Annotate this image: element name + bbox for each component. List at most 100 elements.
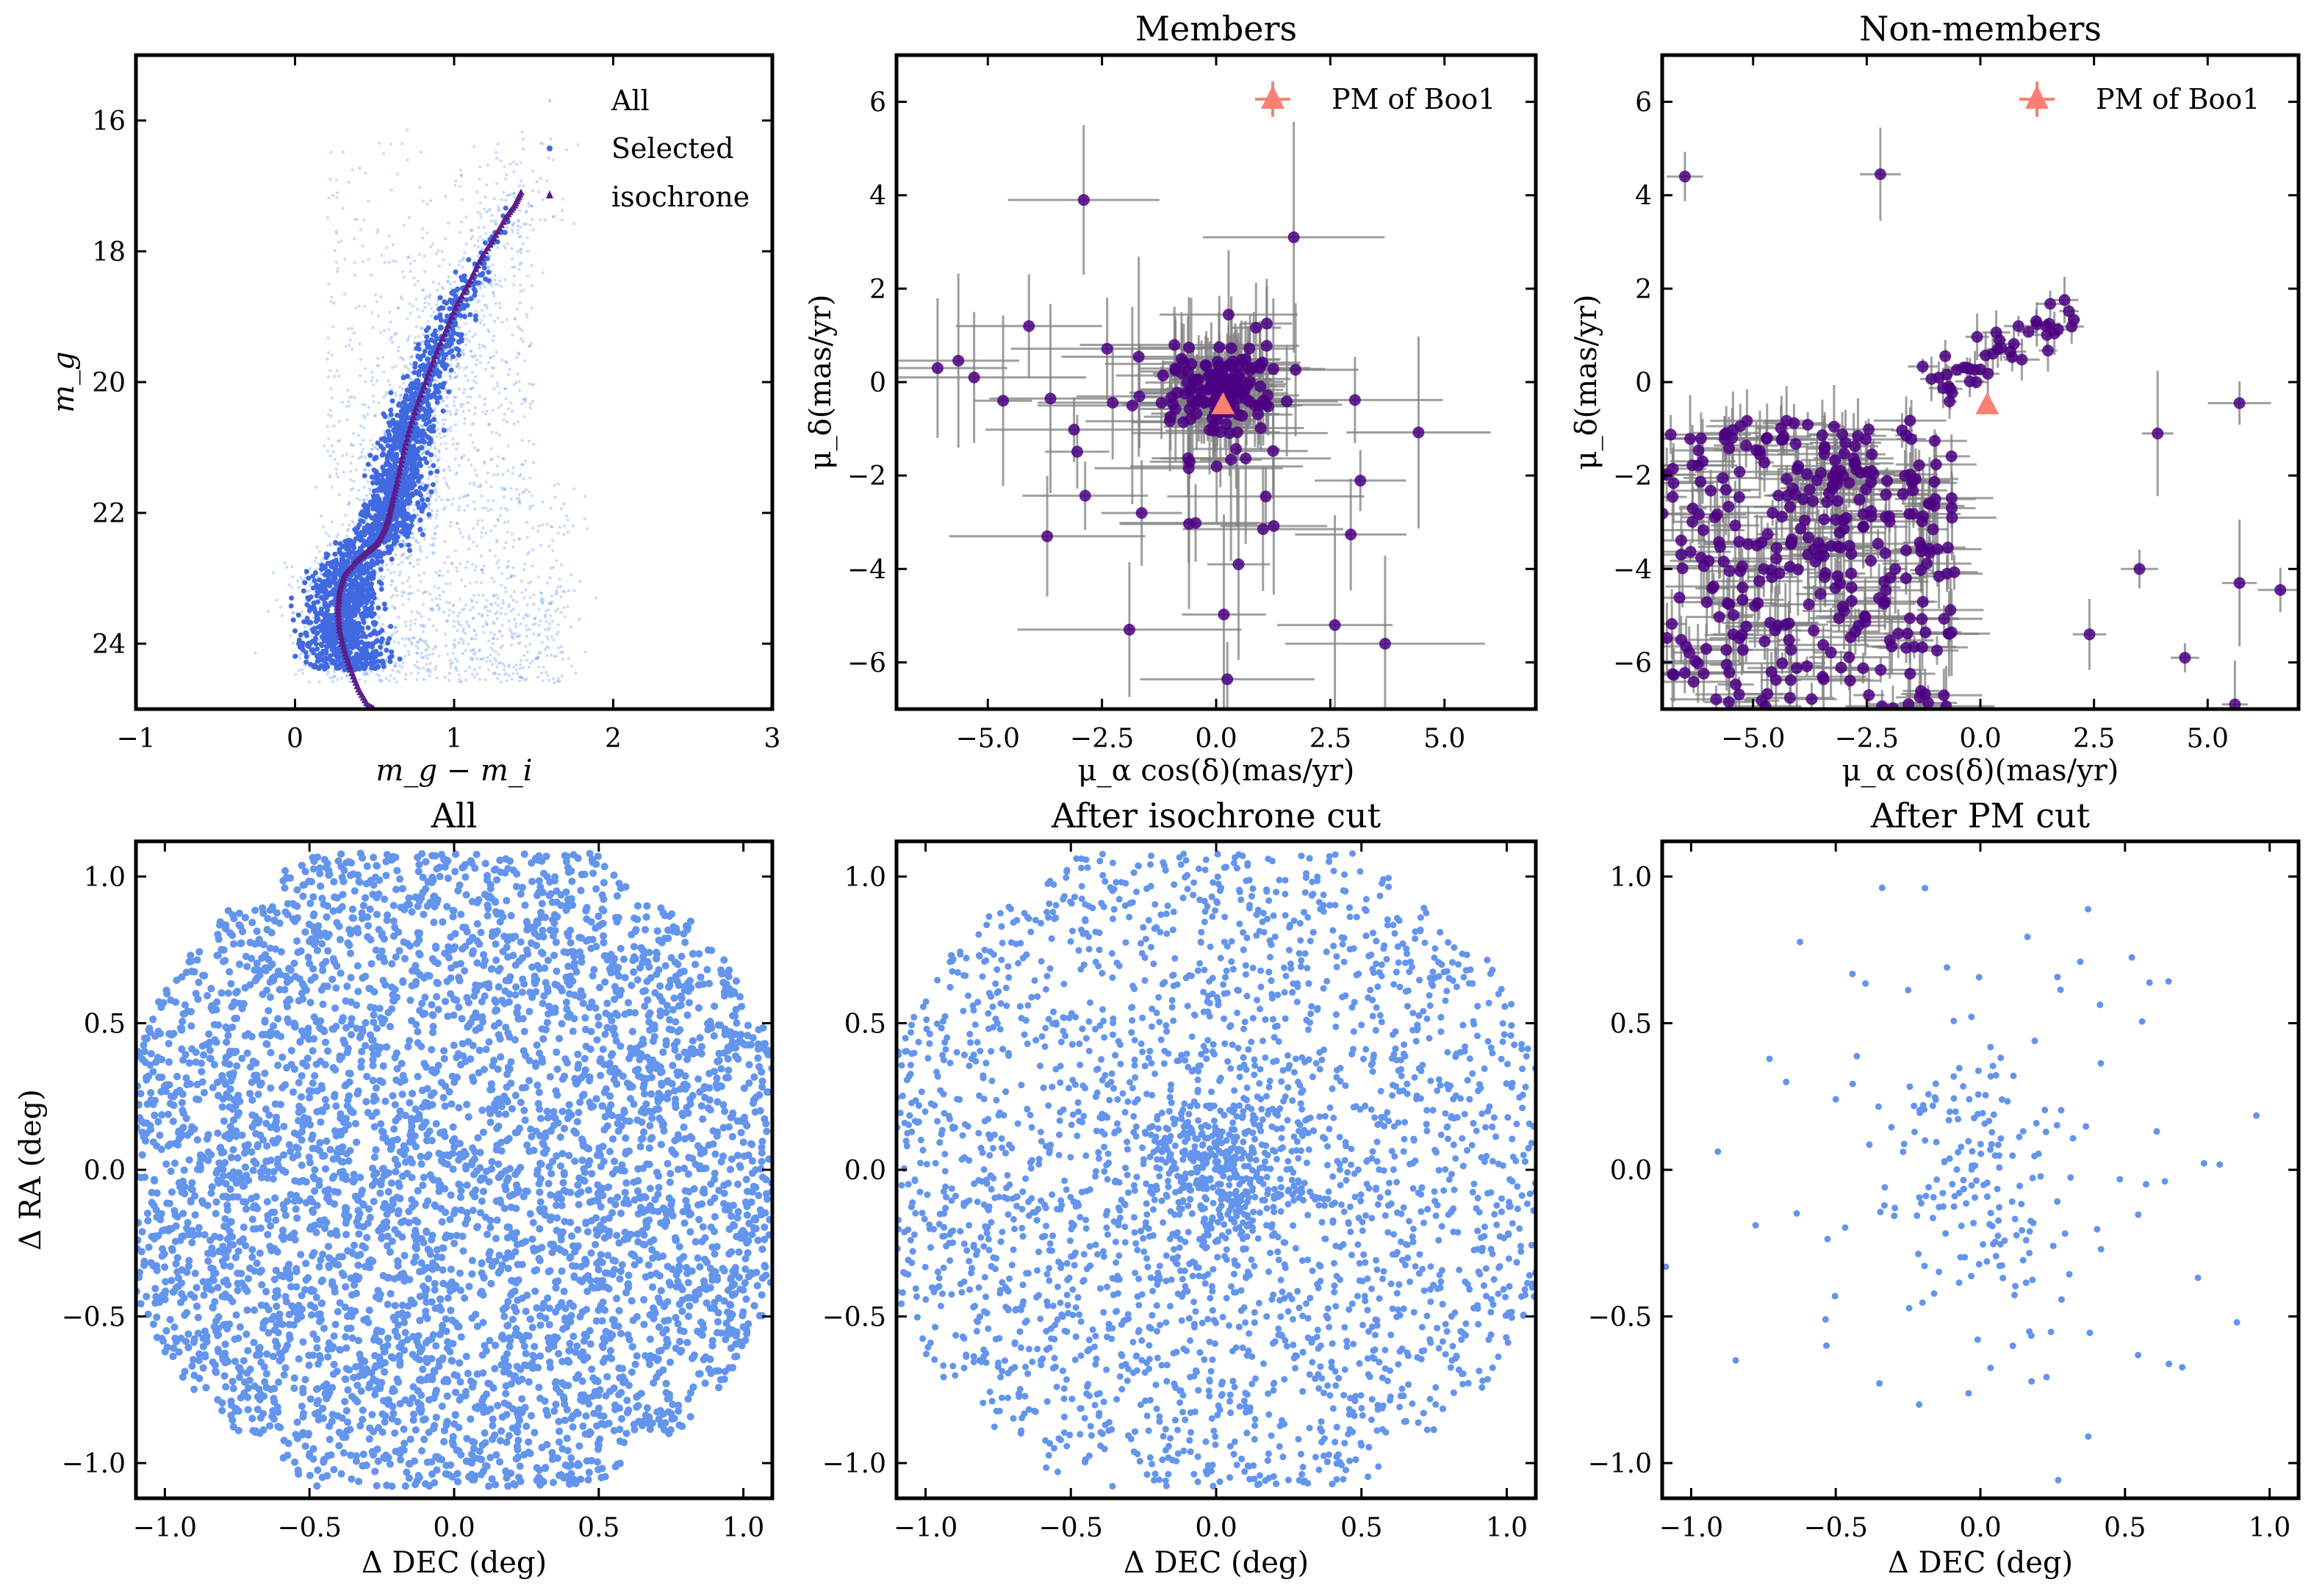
selected-star-point [357, 569, 363, 575]
all-star-point [420, 453, 424, 456]
selected-star-point [398, 503, 404, 509]
all-star-point [435, 420, 439, 424]
all-star-point [387, 260, 391, 264]
all-star-point [361, 403, 364, 406]
all-star-point [519, 234, 522, 238]
all-star-point [449, 375, 453, 378]
selected-star-point [459, 302, 465, 308]
all-star-point [328, 177, 332, 181]
all-star-point [492, 334, 496, 338]
all-star-point [491, 663, 495, 666]
all-star-point [539, 619, 542, 622]
all-star-point [445, 497, 449, 501]
all-star-point [507, 605, 511, 608]
all-star-point [481, 344, 485, 348]
all-star-point [448, 283, 452, 287]
all-star-point [475, 301, 479, 304]
all-star-point [472, 628, 476, 632]
all-star-point [473, 568, 477, 572]
all-star-point [389, 188, 393, 192]
all-star-point [518, 679, 522, 683]
all-star-point [520, 261, 523, 265]
all-star-point [522, 223, 526, 226]
all-star-point [466, 395, 470, 398]
all-star-point [398, 570, 402, 574]
selected-star-point [378, 508, 384, 514]
all-star-point [492, 657, 496, 661]
all-star-point [351, 395, 354, 399]
all-star-point [494, 221, 497, 225]
all-star-point [549, 525, 553, 528]
all-star-point [461, 256, 465, 259]
all-star-point [400, 637, 404, 641]
all-star-point [330, 414, 334, 418]
all-star-point [503, 586, 507, 590]
all-star-point [470, 229, 473, 232]
all-star-point [353, 396, 356, 400]
all-star-point [428, 668, 431, 672]
all-star-point [406, 592, 410, 596]
selected-star-point [355, 630, 361, 636]
selected-star-point [376, 664, 381, 669]
isochrone-point [397, 460, 405, 467]
all-star-point [294, 672, 298, 676]
all-star-point [513, 632, 517, 636]
all-star-point [281, 614, 284, 617]
all-star-point [506, 577, 510, 580]
all-star-point [382, 152, 386, 156]
all-star-point [399, 356, 403, 359]
all-star-point [542, 598, 545, 602]
all-star-point [532, 603, 536, 606]
all-star-point [437, 450, 441, 454]
all-star-point [423, 641, 426, 644]
selected-star-point [372, 517, 378, 522]
all-star-point [492, 366, 496, 370]
all-star-point [423, 537, 426, 541]
all-star-point [512, 539, 516, 542]
all-star-point [475, 363, 478, 367]
all-star-point [395, 394, 398, 398]
all-star-point [561, 658, 564, 661]
selected-star-point [345, 551, 351, 557]
all-star-point [404, 677, 408, 681]
selected-star-point [343, 542, 349, 547]
all-star-point [389, 142, 392, 145]
all-star-point [517, 635, 520, 639]
all-star-point [495, 593, 498, 597]
all-star-point [494, 672, 497, 676]
all-star-point [417, 666, 421, 670]
all-star-point [478, 212, 482, 216]
all-star-point [362, 218, 365, 222]
all-star-point [417, 315, 421, 319]
all-star-point [370, 447, 373, 451]
all-star-point [389, 583, 393, 587]
all-star-point [477, 612, 481, 616]
all-star-point [435, 480, 439, 484]
all-star-point [537, 608, 541, 611]
all-star-point [303, 625, 307, 629]
all-star-point [470, 237, 473, 241]
selected-star-point [370, 529, 376, 535]
all-star-point [453, 644, 457, 647]
selected-star-point [388, 623, 394, 629]
all-star-point [499, 680, 503, 684]
all-star-point [481, 625, 485, 628]
all-star-point [566, 531, 569, 534]
all-star-point [525, 603, 529, 607]
all-star-point [453, 371, 456, 375]
selected-star-point [410, 480, 416, 486]
all-star-point [475, 190, 478, 194]
all-star-point [425, 643, 429, 647]
selected-star-point [318, 625, 324, 631]
all-star-point [351, 168, 354, 172]
selected-star-point [372, 535, 378, 541]
all-star-point [511, 409, 514, 413]
selected-star-point [440, 408, 446, 414]
all-star-point [497, 558, 500, 562]
all-star-point [431, 598, 434, 602]
selected-star-point [334, 571, 339, 577]
all-star-point [486, 471, 489, 475]
all-star-point [563, 615, 567, 619]
selected-star-point [351, 659, 356, 665]
